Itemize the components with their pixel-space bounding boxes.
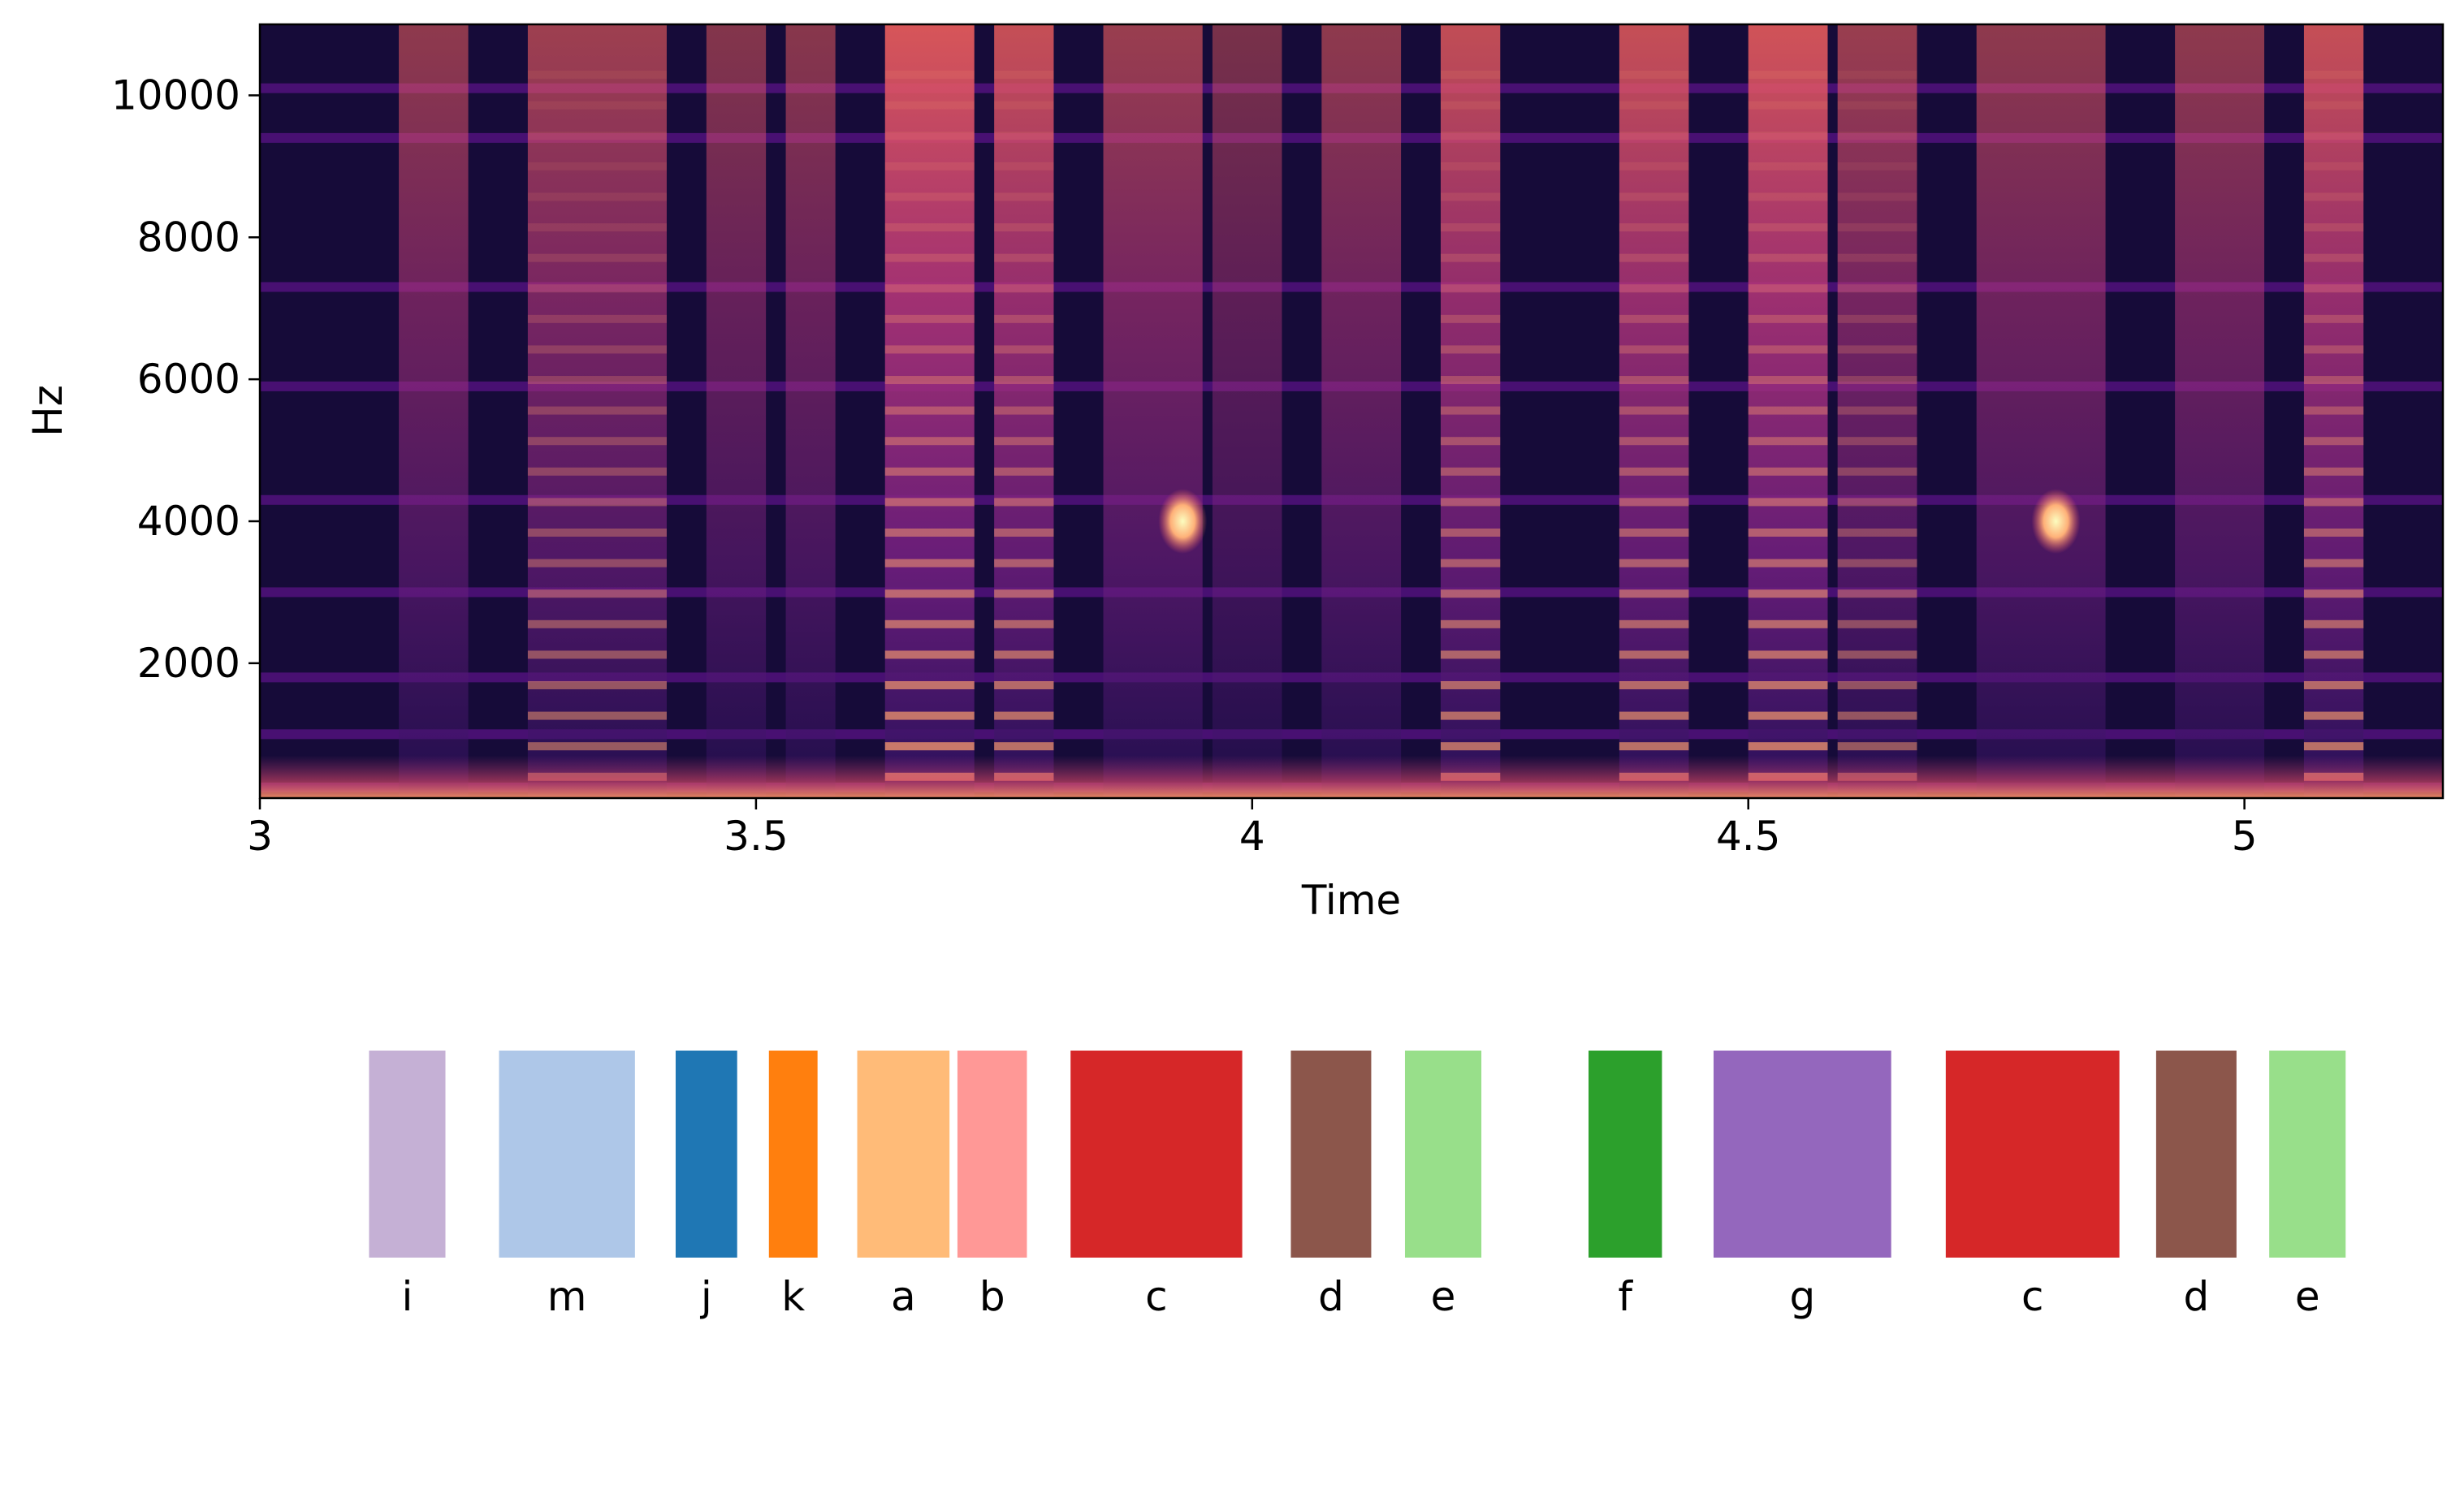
spectrogram-vocalization [1212, 24, 1282, 798]
spectrogram-vocalization [1619, 24, 1689, 798]
segment-label: c [1145, 1273, 1168, 1320]
x-tick-label: 4 [1239, 813, 1265, 860]
segment-label: g [1789, 1273, 1815, 1320]
spectrogram-low-band [260, 755, 2443, 798]
segment-label: d [2184, 1273, 2210, 1320]
y-axis-ticks: 2000 4000 6000 8000 10000 [111, 71, 260, 687]
segment-box [499, 1051, 635, 1258]
segment-box [1713, 1051, 1891, 1258]
segment-box [768, 1051, 818, 1258]
spectrogram-bright-spot [1158, 489, 1208, 555]
segment-label: d [1318, 1273, 1344, 1320]
spectrogram-vocalization [527, 24, 667, 798]
segment-label: c [2021, 1273, 2044, 1320]
spectrogram-vocalization [1103, 24, 1203, 798]
segment-box [1070, 1051, 1243, 1258]
segment-box [369, 1051, 446, 1258]
spectrogram-vocalization [706, 24, 767, 798]
segment-label: b [979, 1273, 1005, 1320]
segment-box [1945, 1051, 2120, 1258]
x-axis-label: Time [1301, 877, 1401, 924]
spectrogram-vocalization [1837, 24, 1917, 798]
x-axis-ticks: 3 3.5 4 4.5 5 [247, 798, 2258, 860]
spectrogram-vocalization [1748, 24, 1828, 798]
y-tick-label: 8000 [137, 214, 240, 261]
spectrogram-bright-spot [2031, 489, 2081, 555]
segment-box [2269, 1051, 2346, 1258]
segment-label: f [1618, 1273, 1633, 1320]
y-tick-label: 2000 [137, 640, 240, 687]
spectrogram-vocalization [994, 24, 1054, 798]
spectrogram-vocalization [785, 24, 836, 798]
segment-box [1404, 1051, 1482, 1258]
x-tick-label: 4.5 [1716, 813, 1781, 860]
spectrogram-vocalization [1976, 24, 2106, 798]
x-tick-label: 3 [247, 813, 273, 860]
segment-label: e [1431, 1273, 1456, 1320]
segment-label: e [2295, 1273, 2320, 1320]
segment-label: k [781, 1273, 805, 1320]
spectrogram-panel: 3 3.5 4 4.5 5 2000 4000 6000 8000 10000 Time Hz [24, 23, 2445, 924]
segment-box [675, 1051, 737, 1258]
spectrogram-vocalization [1321, 24, 1402, 798]
spectrogram-vocalization [2303, 24, 2364, 798]
segment-box [2155, 1051, 2237, 1258]
spectrogram-vocalization [884, 24, 975, 798]
y-tick-label: 10000 [111, 71, 240, 119]
segment-box [957, 1051, 1027, 1258]
spectrogram-vocalization [2175, 24, 2265, 798]
segment-box [1589, 1051, 1662, 1258]
segment-label: j [700, 1273, 712, 1320]
segment-label: i [401, 1273, 413, 1320]
segment-label: m [547, 1273, 587, 1320]
spectrogram-vocalization [1440, 24, 1501, 798]
spectrogram-frame [258, 23, 2445, 800]
y-axis-label: Hz [24, 385, 71, 437]
y-tick-label: 4000 [137, 498, 240, 545]
spectrogram-vocalization [399, 24, 469, 798]
segment-box [857, 1051, 950, 1258]
x-tick-label: 5 [2232, 813, 2258, 860]
x-tick-label: 3.5 [724, 813, 789, 860]
segment-label: a [891, 1273, 916, 1320]
y-tick-label: 6000 [137, 356, 240, 403]
segment-box [1290, 1051, 1372, 1258]
